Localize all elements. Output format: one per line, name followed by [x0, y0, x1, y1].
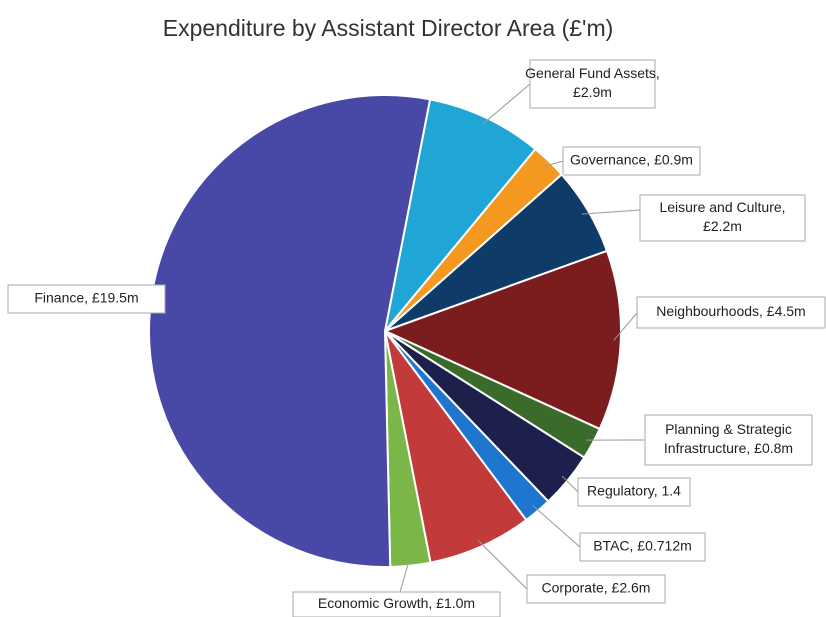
chart-title: Expenditure by Assistant Director Area (… — [163, 15, 614, 41]
leader-line — [482, 83, 531, 125]
data-label: Corporate, £2.6m — [542, 580, 651, 596]
label-box — [639, 194, 806, 242]
data-label: Leisure and Culture, — [659, 199, 785, 215]
data-label: Infrastructure, £0.8m — [664, 440, 793, 456]
data-label: £2.2m — [703, 218, 742, 234]
label-box — [526, 574, 666, 604]
data-label: Finance, £19.5m — [34, 290, 138, 306]
pie-slice — [382, 249, 622, 431]
leader-line — [532, 505, 581, 548]
data-label: BTAC, £0.712m — [593, 538, 692, 554]
leader-line — [477, 539, 528, 590]
leader-line — [613, 312, 638, 341]
label-box — [562, 146, 701, 176]
label-box — [579, 532, 706, 562]
data-label: Regulatory, 1.4 — [587, 483, 681, 499]
label-box — [636, 296, 826, 329]
leader-line — [543, 160, 564, 167]
label-box — [7, 284, 166, 314]
leader-line — [561, 475, 579, 493]
leader-line — [399, 558, 411, 593]
label-box — [577, 477, 691, 507]
data-label: Neighbourhoods, £4.5m — [656, 303, 805, 319]
leader-line — [581, 209, 641, 215]
pie-slice — [384, 98, 537, 332]
data-label: Planning & Strategic — [665, 421, 792, 437]
data-label: Economic Growth, £1.0m — [318, 595, 475, 611]
label-box — [644, 414, 813, 466]
data-label: £2.9m — [573, 84, 612, 100]
data-label: General Fund Assets, — [525, 65, 660, 81]
pie-slice — [384, 330, 528, 564]
label-box — [292, 591, 501, 617]
label-box — [529, 59, 656, 109]
data-label: Governance, £0.9m — [570, 152, 693, 168]
